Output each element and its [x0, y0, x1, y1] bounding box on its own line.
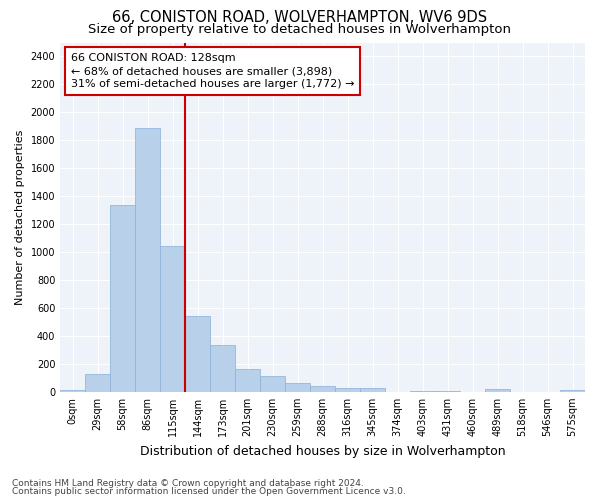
Y-axis label: Number of detached properties: Number of detached properties: [15, 130, 25, 305]
Bar: [410, 391, 435, 392]
Bar: [85, 374, 110, 392]
Bar: [285, 383, 310, 392]
Bar: [560, 390, 585, 392]
Bar: [210, 345, 235, 392]
Bar: [260, 376, 285, 392]
Bar: [135, 128, 160, 392]
Bar: [185, 316, 210, 392]
Text: 66, CONISTON ROAD, WOLVERHAMPTON, WV6 9DS: 66, CONISTON ROAD, WOLVERHAMPTON, WV6 9D…: [112, 10, 488, 25]
Bar: [310, 386, 335, 392]
Bar: [110, 204, 135, 392]
Bar: [60, 390, 85, 392]
Bar: [360, 388, 385, 392]
Text: 66 CONISTON ROAD: 128sqm
← 68% of detached houses are smaller (3,898)
31% of sem: 66 CONISTON ROAD: 128sqm ← 68% of detach…: [71, 53, 354, 90]
Bar: [335, 388, 360, 392]
Bar: [435, 391, 460, 392]
Bar: [485, 390, 510, 392]
Bar: [160, 246, 185, 392]
Text: Contains HM Land Registry data © Crown copyright and database right 2024.: Contains HM Land Registry data © Crown c…: [12, 478, 364, 488]
Text: Contains public sector information licensed under the Open Government Licence v3: Contains public sector information licen…: [12, 487, 406, 496]
X-axis label: Distribution of detached houses by size in Wolverhampton: Distribution of detached houses by size …: [140, 444, 505, 458]
Bar: [235, 370, 260, 392]
Text: Size of property relative to detached houses in Wolverhampton: Size of property relative to detached ho…: [89, 22, 511, 36]
